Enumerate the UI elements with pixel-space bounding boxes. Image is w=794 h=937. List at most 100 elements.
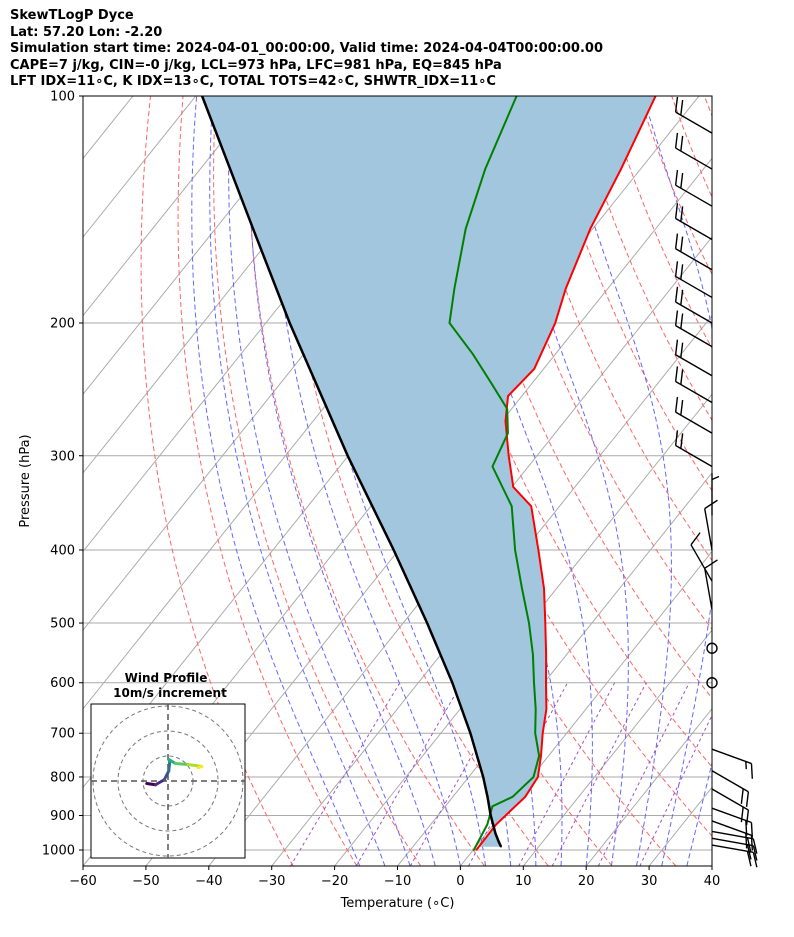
mixing-ratio-line	[468, 682, 569, 866]
wind-barb	[674, 366, 713, 404]
dewpoint-point	[491, 805, 494, 808]
dry-adiabat	[737, 96, 794, 866]
temperature-point	[530, 505, 533, 508]
parcel-point	[469, 732, 472, 735]
moist-adiabat	[737, 96, 794, 866]
isotherm	[0, 96, 70, 866]
dry-adiabat	[770, 96, 794, 866]
wind-barb	[711, 844, 758, 868]
hodograph-segment	[174, 762, 190, 766]
parcel-point	[346, 454, 349, 457]
hodograph-segment	[196, 765, 204, 770]
parcel-point	[451, 681, 454, 684]
wind-barb	[674, 396, 713, 434]
temperature-point	[544, 622, 547, 624]
moist-adiabat	[711, 863, 712, 866]
hodograph-ring	[117, 730, 219, 832]
x-tick-label: −20	[321, 874, 348, 889]
x-axis-label: Temperature (∘C)	[340, 896, 455, 911]
dewpoint-point	[472, 353, 474, 355]
dewpoint-point	[490, 381, 492, 384]
dewpoint-point	[528, 622, 530, 624]
dewpoint-point	[511, 796, 514, 798]
wind-barb	[711, 807, 754, 838]
parcel-point	[252, 227, 254, 230]
parcel-profile	[200, 96, 503, 848]
hodograph-segment	[162, 769, 171, 782]
dewpoint-point	[532, 776, 535, 778]
moist-adiabat	[209, 96, 386, 866]
hodograph-inset	[90, 703, 246, 859]
dry-adiabat	[247, 96, 485, 866]
dewpoint-point	[534, 732, 536, 735]
x-tick-label: −10	[384, 874, 411, 889]
temperature-point	[512, 486, 515, 488]
parcel-point	[392, 549, 395, 551]
temperature-point	[507, 454, 510, 457]
y-tick-label: 100	[50, 90, 75, 105]
temperature-point	[495, 823, 497, 826]
dewpoint-point	[484, 168, 486, 170]
y-axis-label: Pressure (hPa)	[18, 434, 33, 527]
moist-adiabat	[489, 96, 629, 866]
temperature-point	[554, 322, 556, 324]
x-tick-label: 0	[456, 874, 464, 889]
isotherm	[271, 314, 712, 866]
dewpoint-point	[521, 587, 523, 590]
moist-adiabat	[248, 96, 436, 866]
y-tick-label: 600	[50, 676, 75, 691]
hodograph-segment	[167, 760, 172, 773]
isotherm	[208, 236, 712, 866]
y-tick-label: 800	[50, 770, 75, 785]
wind-barb	[704, 499, 718, 551]
dewpoint-point	[532, 653, 534, 656]
temperature-point	[543, 587, 545, 590]
dewpoint-point	[453, 287, 456, 290]
isotherm	[83, 96, 260, 317]
wind-barb	[674, 233, 713, 271]
x-tick-label: −60	[69, 874, 96, 889]
hodograph-subtitle: 10m/s increment	[113, 686, 227, 700]
dewpoint-profile	[448, 96, 541, 851]
temperature-point	[475, 849, 478, 851]
temperature-point	[620, 168, 622, 170]
mixing-ratio-line	[551, 682, 647, 866]
dry-adiabat	[475, 96, 712, 631]
mixing-ratio-line	[409, 682, 514, 866]
wind-barb-calm	[706, 642, 718, 654]
temperature-point	[545, 681, 547, 684]
y-tick-label: 400	[50, 543, 75, 558]
wind-barb	[711, 788, 750, 826]
y-tick-label: 700	[50, 727, 75, 742]
temperature-point	[589, 227, 592, 230]
dry-adiabat	[573, 96, 712, 422]
wind-barbs	[674, 96, 758, 868]
wind-barb	[674, 339, 713, 377]
temperature-point	[545, 653, 547, 656]
isotherm	[83, 96, 322, 396]
title-line-indices: LFT IDX=11∘C, K IDX=13∘C, TOTAL TOTS=42∘…	[10, 74, 496, 89]
y-tick-label: 900	[50, 809, 75, 824]
isotherm	[83, 96, 197, 238]
temperature-point	[504, 420, 507, 423]
title-line-cape: CAPE=7 j/kg, CIN=-0 j/kg, LCL=973 hPa, L…	[10, 57, 502, 73]
dry-adiabat	[410, 96, 712, 768]
cape-fill-layer	[202, 96, 656, 847]
title-line-location: Lat: 57.20 Lon: -2.20	[10, 24, 163, 40]
moist-adiabat	[642, 96, 712, 866]
isotherm	[711, 865, 712, 866]
dry-adiabat	[443, 96, 712, 699]
mixing-ratio-line	[290, 682, 401, 866]
y-tick-label: 1000	[42, 844, 75, 859]
dewpoint-point	[491, 465, 494, 468]
y-tick-label: 300	[50, 449, 75, 464]
mixing-ratio-line	[518, 682, 616, 866]
temperature-point	[507, 395, 509, 397]
wind-barb	[674, 310, 713, 348]
dry-adiabat	[703, 96, 712, 118]
temperature-point	[541, 732, 544, 735]
x-tick-label: 10	[515, 874, 532, 889]
isotherm	[648, 786, 712, 866]
temperature-point	[537, 549, 540, 551]
wind-barb	[674, 132, 713, 170]
